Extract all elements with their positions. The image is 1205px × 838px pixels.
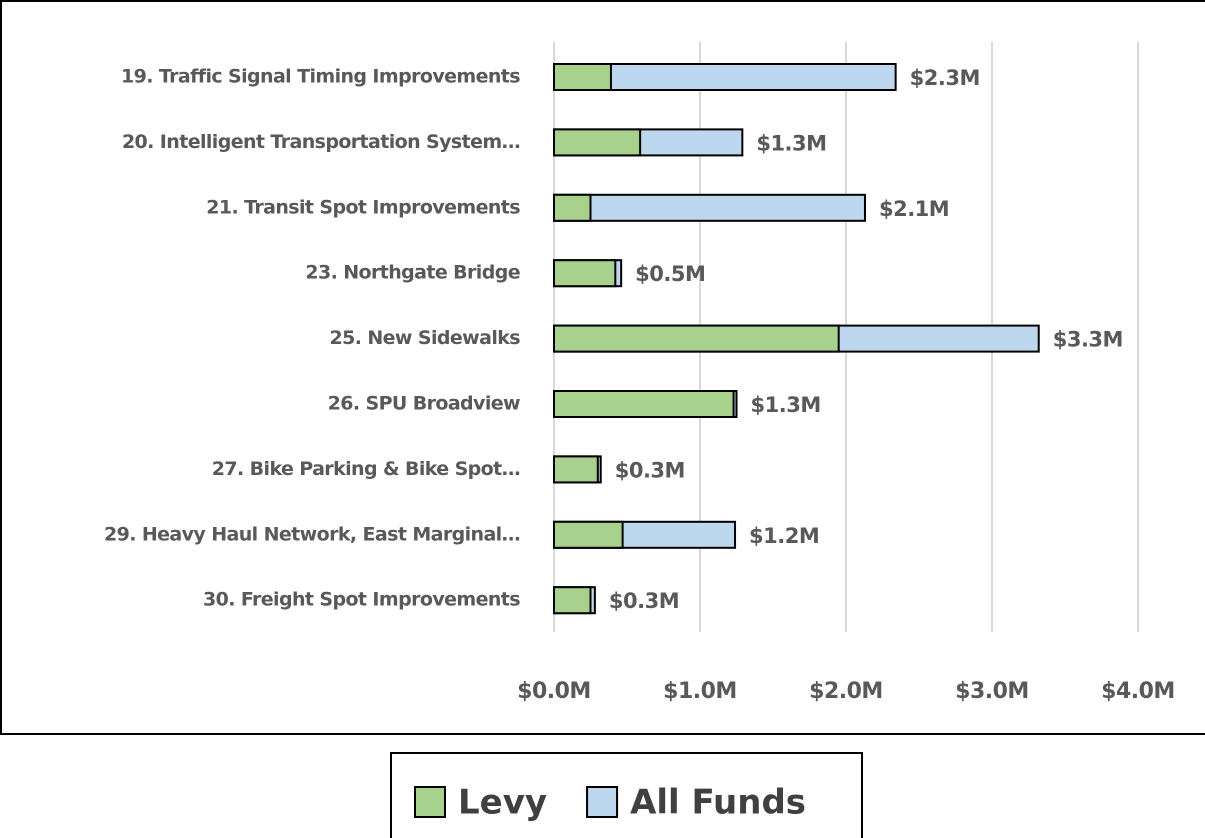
x-tick-label: $4.0M (1101, 679, 1175, 704)
legend-swatch (414, 786, 446, 818)
data-label: $1.2M (749, 524, 819, 548)
category-label: 29. Heavy Haul Network, East Marginal… (104, 523, 520, 545)
x-tick-label: $1.0M (663, 679, 737, 704)
x-tick-label: $3.0M (955, 679, 1029, 704)
data-label: $0.3M (609, 589, 679, 613)
data-label: $2.1M (879, 197, 949, 221)
bar (553, 193, 866, 222)
data-label: $0.3M (615, 458, 685, 482)
x-tick-label: $2.0M (809, 679, 883, 704)
category-label: 30. Freight Spot Improvements (203, 589, 520, 611)
legend-box (390, 752, 863, 838)
data-label: $1.3M (756, 131, 826, 155)
bar (553, 128, 642, 157)
category-label: 21. Transit Spot Improvements (206, 196, 520, 218)
data-label: $1.3M (751, 393, 821, 417)
category-label: 27. Bike Parking & Bike Spot… (212, 458, 520, 480)
legend-swatch (586, 786, 619, 818)
category-label: 25. New Sidewalks (329, 327, 520, 349)
data-label: $3.3M (1053, 328, 1123, 352)
bar (553, 390, 735, 418)
bar (553, 63, 612, 91)
bar (553, 586, 592, 615)
data-label: $0.5M (635, 262, 705, 286)
category-label: 19. Traffic Signal Timing Improvements (121, 66, 520, 88)
category-label: 20. Intelligent Transportation System… (122, 131, 520, 153)
bar (553, 455, 599, 484)
chart-border (0, 0, 1205, 735)
legend-label: All Funds (630, 783, 806, 823)
bar (553, 520, 624, 549)
data-label: $2.3M (910, 66, 980, 90)
bar (553, 259, 617, 288)
legend-label: Levy (458, 783, 547, 823)
bar (553, 193, 592, 222)
bar (553, 324, 840, 353)
x-tick-label: $0.0M (517, 679, 591, 704)
category-label: 23. Northgate Bridge (305, 262, 520, 284)
category-label: 26. SPU Broadview (328, 393, 520, 415)
